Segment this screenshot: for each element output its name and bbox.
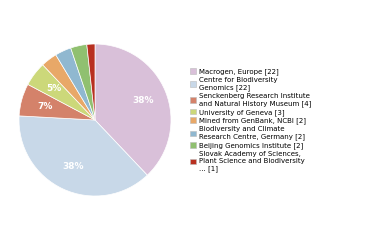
Wedge shape <box>87 44 95 120</box>
Text: 7%: 7% <box>38 102 53 111</box>
Legend: Macrogen, Europe [22], Centre for Biodiversity
Genomics [22], Senckenberg Resear: Macrogen, Europe [22], Centre for Biodiv… <box>190 68 311 172</box>
Wedge shape <box>71 44 95 120</box>
Wedge shape <box>19 84 95 120</box>
Text: 38%: 38% <box>63 162 84 171</box>
Wedge shape <box>43 55 95 120</box>
Wedge shape <box>19 116 147 196</box>
Wedge shape <box>28 65 95 120</box>
Wedge shape <box>56 48 95 120</box>
Text: 38%: 38% <box>132 96 154 105</box>
Text: 5%: 5% <box>46 84 62 93</box>
Wedge shape <box>95 44 171 175</box>
